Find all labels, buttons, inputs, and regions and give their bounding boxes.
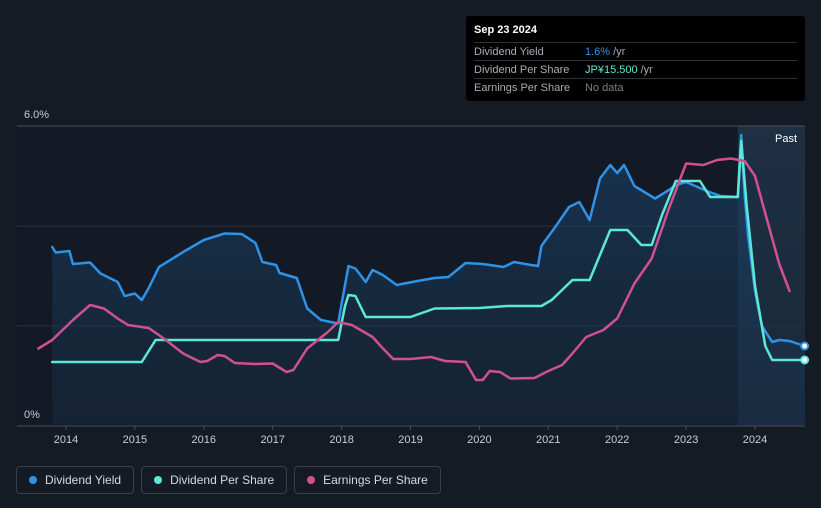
legend-dot-icon xyxy=(29,476,37,484)
legend: Dividend Yield Dividend Per Share Earnin… xyxy=(16,466,441,494)
legend-item-earnings-per-share[interactable]: Earnings Per Share xyxy=(294,466,441,494)
dividend-yield-line xyxy=(50,133,806,348)
legend-dot-icon xyxy=(307,476,316,484)
tooltip-row-dividend-per-share: Dividend Per Share JP¥15.500 /yr xyxy=(474,60,797,78)
tooltip-row-dividend-yield: Dividend Yield 1.6% /yr xyxy=(474,42,797,60)
series-lines xyxy=(37,133,806,382)
x-tick-label: 2018 xyxy=(329,434,353,446)
x-tick-label: 2020 xyxy=(467,434,491,446)
y-tick-label: 0% xyxy=(24,409,40,421)
dividend-yield-area xyxy=(52,135,805,426)
tooltip-value: 1.6% xyxy=(585,45,611,58)
tooltip-row-earnings-per-share: Earnings Per Share No data xyxy=(474,78,797,96)
past-label: Past xyxy=(775,133,797,145)
tooltip-value: No data xyxy=(585,81,624,94)
earnings-per-share-line xyxy=(37,157,791,382)
legend-label: Dividend Per Share xyxy=(170,473,275,487)
tooltip: Sep 23 2024 Dividend Yield 1.6% /yr Divi… xyxy=(466,16,805,101)
x-tick-label: 2024 xyxy=(743,434,767,446)
x-tick-label: 2023 xyxy=(674,434,698,446)
y-tick-label: 6.0% xyxy=(24,109,49,121)
x-tick-label: 2014 xyxy=(54,434,78,446)
tooltip-label: Dividend Per Share xyxy=(474,63,570,76)
dividend-per-share-line xyxy=(50,139,806,364)
x-tick-label: 2021 xyxy=(536,434,560,446)
legend-dot-icon xyxy=(154,476,163,484)
dividend-yield-end-marker xyxy=(800,341,810,351)
tooltip-label: Dividend Yield xyxy=(474,45,544,58)
x-tick-label: 2022 xyxy=(605,434,629,446)
y-axis-ticks: 0% 6.0% xyxy=(24,109,49,421)
x-tick-label: 2015 xyxy=(123,434,147,446)
x-tick-label: 2019 xyxy=(398,434,422,446)
legend-label: Dividend Yield xyxy=(45,473,122,487)
legend-label: Earnings Per Share xyxy=(323,473,428,487)
tooltip-value: JP¥15.500 xyxy=(585,63,638,76)
x-tick-label: 2016 xyxy=(192,434,216,446)
end-markers xyxy=(800,341,810,365)
dividend-per-share-end-marker xyxy=(800,355,810,365)
x-axis-ticks: 2014 2015 2016 2017 2018 2019 2020 2021 2022 2023… xyxy=(54,426,767,446)
tooltip-unit: /yr xyxy=(613,45,626,58)
tooltip-date: Sep 23 2024 xyxy=(474,24,537,36)
tooltip-label: Earnings Per Share xyxy=(474,81,570,94)
tooltip-unit: /yr xyxy=(640,63,653,76)
legend-item-dividend-yield[interactable]: Dividend Yield xyxy=(16,466,135,494)
x-tick-label: 2017 xyxy=(260,434,284,446)
legend-item-dividend-per-share[interactable]: Dividend Per Share xyxy=(141,466,288,494)
